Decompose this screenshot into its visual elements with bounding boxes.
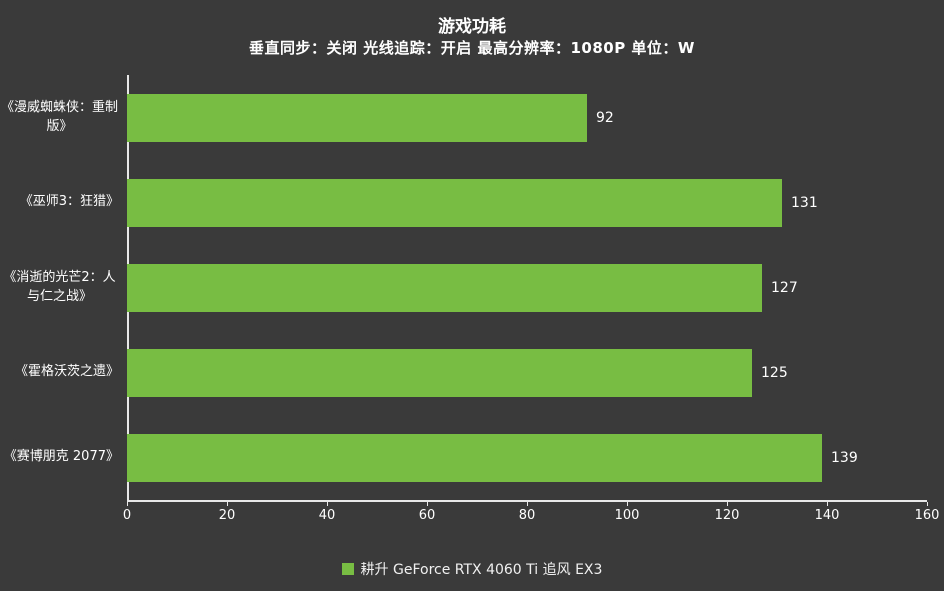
bar (127, 348, 752, 397)
x-tick-mark (626, 502, 628, 506)
value-label: 127 (771, 279, 798, 296)
x-tick-label: 60 (418, 508, 436, 523)
value-label: 125 (761, 364, 788, 381)
category-label: 《霍格沃茨之遗》 (0, 330, 119, 415)
bar-row: 139 (127, 415, 927, 500)
x-tick-label: 0 (122, 508, 132, 523)
legend-label: 耕升 GeForce RTX 4060 Ti 追风 EX3 (360, 562, 603, 578)
value-label: 131 (791, 194, 818, 211)
value-label: 139 (831, 449, 858, 466)
x-tick-mark (226, 502, 228, 506)
chart-subtitle: 垂直同步：关闭 光线追踪：开启 最高分辨率：1080P 单位：W (249, 39, 695, 57)
bar (127, 178, 782, 227)
x-axis-ticks: 0 20 40 60 80 100 120 140 160 (123, 500, 939, 530)
category-label: 《漫威蜘蛛侠：重制版》 (0, 75, 119, 160)
category-label-text: 《霍格沃茨之遗》 (14, 364, 119, 380)
category-label-text: 《消逝的光芒2：人与仁之战》 (3, 269, 116, 304)
x-tick-mark (326, 502, 328, 506)
legend-marker-icon (341, 563, 354, 575)
chart-title: 游戏功耗 (438, 17, 506, 37)
category-label: 《赛博朋克 2077》 (0, 415, 119, 500)
legend: 耕升 GeForce RTX 4060 Ti 追风 EX3 (0, 559, 944, 579)
x-tick-label: 140 (814, 508, 840, 523)
x-tick-label: 20 (218, 508, 236, 523)
bar-row: 125 (127, 330, 927, 415)
x-tick-mark (426, 502, 428, 506)
category-labels: 《漫威蜘蛛侠：重制版》《巫师3：狂猎》《消逝的光芒2：人与仁之战》《霍格沃茨之遗… (0, 75, 119, 500)
plot-area: 92 131 127 125 139 (127, 75, 927, 502)
x-tick-mark (526, 502, 528, 506)
x-tick-label: 100 (614, 508, 640, 523)
value-label: 92 (596, 109, 614, 126)
x-tick-mark (926, 502, 928, 506)
bar (127, 433, 822, 482)
x-tick-label: 120 (714, 508, 740, 523)
x-tick-mark (126, 502, 128, 506)
bar (127, 93, 587, 142)
x-tick-label: 160 (914, 508, 940, 523)
category-label-text: 《赛博朋克 2077》 (3, 449, 119, 465)
x-tick-label: 40 (318, 508, 336, 523)
bar-row: 92 (127, 75, 927, 160)
category-label-text: 《巫师3：狂猎》 (19, 194, 119, 210)
category-label: 《巫师3：狂猎》 (0, 160, 119, 245)
x-axis-line (127, 500, 927, 502)
category-label: 《消逝的光芒2：人与仁之战》 (0, 245, 119, 330)
bar (127, 263, 762, 312)
x-tick-mark (726, 502, 728, 506)
x-tick-label: 80 (518, 508, 536, 523)
x-tick-mark (826, 502, 828, 506)
bar-row: 127 (127, 245, 927, 330)
category-label-text: 《漫威蜘蛛侠：重制版》 (0, 99, 118, 134)
bar-row: 131 (127, 160, 927, 245)
